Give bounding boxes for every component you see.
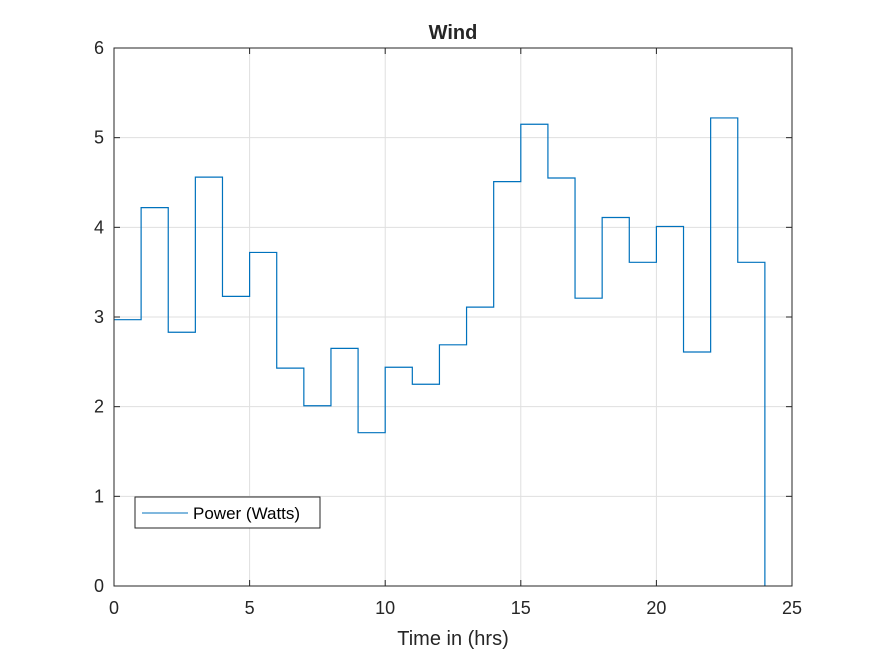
grid (114, 48, 792, 586)
series-group (114, 117, 766, 586)
y-tick-label: 2 (94, 397, 104, 417)
y-tick-label: 1 (94, 486, 104, 506)
x-tick-label: 5 (245, 598, 255, 618)
series-line-power (114, 117, 766, 586)
y-tick-label: 5 (94, 128, 104, 148)
chart-title: Wind (429, 22, 478, 44)
x-tick-label: 15 (511, 598, 531, 618)
x-tick-label: 20 (646, 598, 666, 618)
y-tick-label: 4 (94, 217, 104, 237)
x-tick-label: 10 (375, 598, 395, 618)
tick-labels: 0 5 10 15 20 25 0 1 2 3 4 5 6 (94, 38, 802, 618)
legend: Power (Watts) (134, 496, 321, 529)
x-tick-label: 25 (782, 598, 802, 618)
x-axis-label: Time in (hrs) (397, 628, 508, 650)
axes-box (113, 47, 793, 587)
legend-label-power: Power (Watts) (193, 504, 300, 523)
x-tick-label: 0 (109, 598, 119, 618)
y-tick-label: 3 (94, 307, 104, 327)
y-tick-label: 0 (94, 576, 104, 596)
y-tick-label: 6 (94, 38, 104, 58)
